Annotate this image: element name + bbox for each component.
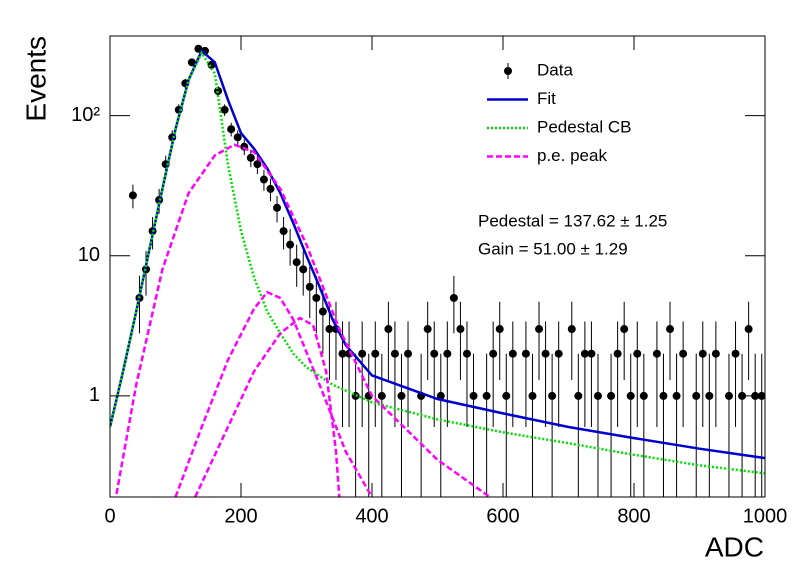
data-point [358,349,367,358]
data-point [738,391,747,400]
data-point [482,391,491,400]
data-point [390,349,399,358]
data-point [502,391,511,400]
data-point [220,105,229,114]
data-point [233,133,242,142]
data-point [633,349,642,358]
plot-area [110,44,765,497]
data-point [724,391,733,400]
data-point [593,391,602,400]
y-tick-label: 1 [89,384,100,406]
data-point [692,391,701,400]
data-point [705,391,714,400]
data-point [574,391,583,400]
data-point [462,349,471,358]
data-point [279,227,288,236]
plot-frame [109,35,766,498]
data-point [187,58,196,67]
annotation: Pedestal = 137.62 ± 1.25 [478,211,667,230]
data-point [128,191,137,200]
data-point [443,349,452,358]
legend-marker [504,67,512,75]
data-point [371,349,380,358]
data-point [266,184,275,193]
data-point [535,325,544,334]
data-point [318,307,327,316]
y-tick-label: 10 [78,244,100,266]
data-point [259,175,268,184]
data-point [567,325,576,334]
data-point [338,349,347,358]
fit-curve [115,143,491,497]
data-point [521,349,530,358]
data-point [639,391,648,400]
data-point [711,349,720,358]
data-point [659,391,668,400]
x-tick-label: 400 [355,505,388,527]
x-tick-label: 1000 [743,505,788,527]
data-point [397,391,406,400]
data-point [423,325,432,334]
data-point [626,391,635,400]
data-point [384,325,393,334]
legend-label: p.e. peak [537,146,607,165]
data-point [508,349,517,358]
data-point [456,325,465,334]
legend-label: Data [537,60,573,79]
data-point [528,391,537,400]
data-point [286,240,295,249]
data-point [613,349,622,358]
x-tick-label: 800 [617,505,650,527]
y-axis-label: Events [20,36,51,122]
data-point [436,391,445,400]
data-point [430,349,439,358]
data-point [679,349,688,358]
data-point [698,349,707,358]
data-point [554,349,563,358]
x-axis-label: ADC [705,531,764,562]
data-point [731,349,740,358]
data-point [620,325,629,334]
data-point [227,125,236,134]
legend-label: Pedestal CB [537,117,632,136]
data-point [587,349,596,358]
data-point [292,258,301,267]
data-point [469,391,478,400]
data-point [666,325,675,334]
x-tick-label: 0 [104,505,115,527]
data-point [489,349,498,358]
data-point [652,349,661,358]
data-point [273,203,282,212]
x-tick-label: 200 [224,505,257,527]
fit-curve [110,50,765,475]
data-point [744,325,753,334]
data-point [253,160,262,169]
data-point [305,282,314,291]
data-point [548,391,557,400]
fit-curve [194,316,341,497]
data-point [580,349,589,358]
data-point [672,391,681,400]
data-point [541,349,550,358]
x-tick-label: 600 [486,505,519,527]
data-point [246,153,255,162]
legend-label: Fit [537,89,556,108]
data-point [495,325,504,334]
data-point [404,349,413,358]
annotation: Gain = 51.00 ± 1.29 [478,239,628,258]
data-point [607,391,616,400]
data-point [377,391,386,400]
data-point [325,325,334,334]
data-point [299,265,308,274]
data-point [449,293,458,302]
data-point [312,293,321,302]
y-tick-label: 10² [71,104,100,126]
